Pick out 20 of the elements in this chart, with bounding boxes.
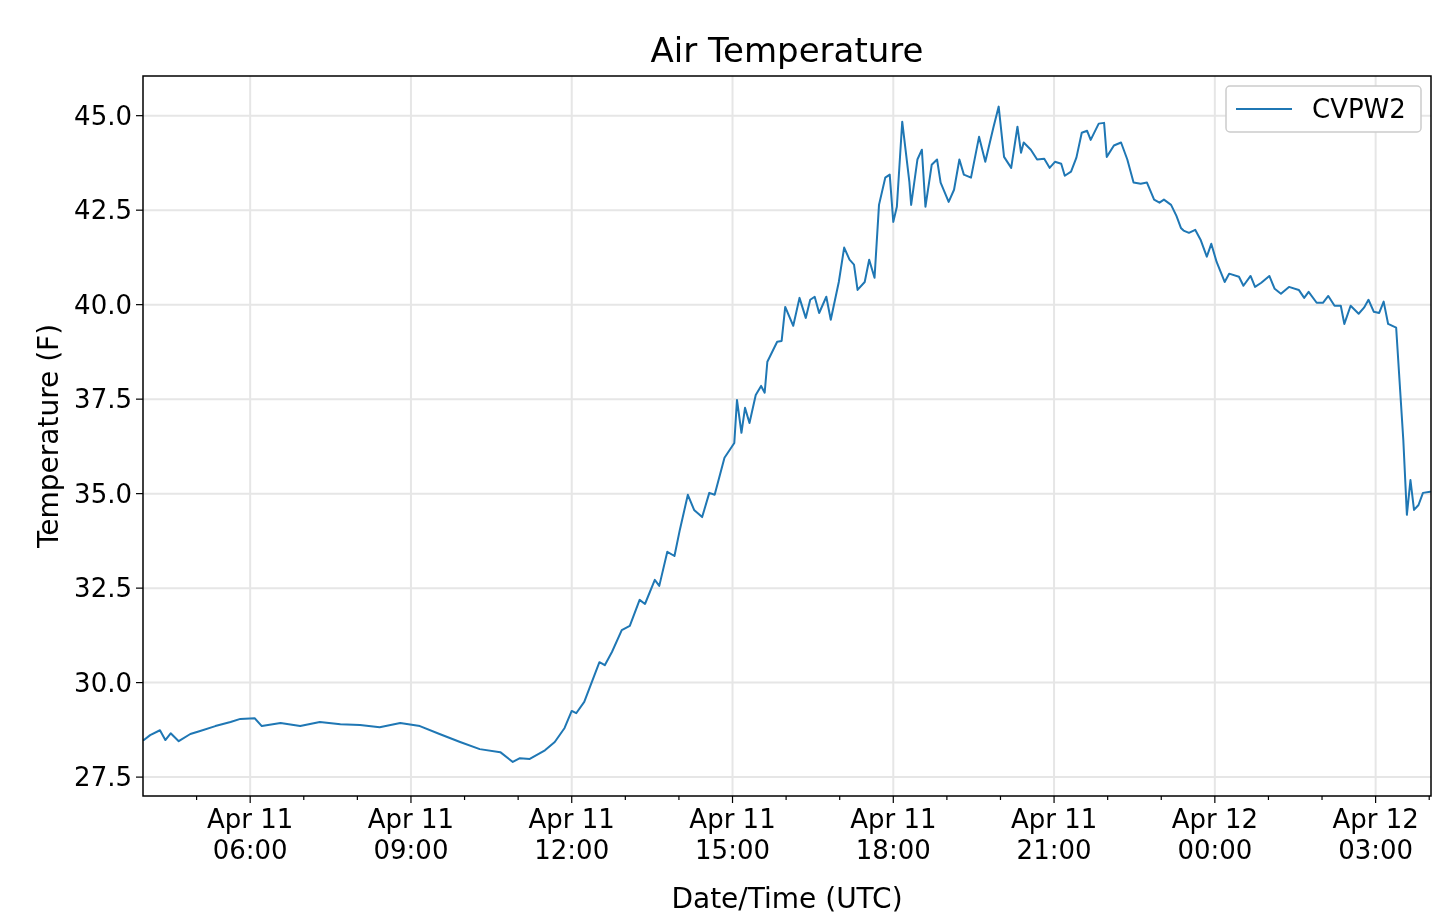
x-tick-label: Apr 11 12:00	[528, 804, 615, 865]
y-tick-label: 35.0	[74, 478, 132, 509]
y-tick-label: 37.5	[74, 384, 132, 415]
x-tick-label: Apr 11 18:00	[850, 804, 937, 865]
x-tick-label: Apr 11 06:00	[207, 804, 294, 865]
x-axis-title: Date/Time (UTC)	[671, 882, 903, 915]
y-tick-label: 40.0	[74, 289, 132, 320]
y-axis-title: Temperature (F)	[32, 323, 65, 550]
legend-label: CVPW2	[1312, 94, 1406, 125]
chart-title: Air Temperature	[650, 30, 924, 70]
y-tick-label: 30.0	[74, 667, 132, 698]
y-tick-label: 32.5	[74, 573, 132, 604]
y-tick-label: 42.5	[74, 195, 132, 226]
x-tick-label: Apr 11 15:00	[689, 804, 776, 865]
y-tick-label: 45.0	[74, 100, 132, 131]
y-tick-label: 27.5	[74, 762, 132, 793]
x-tick-label: Apr 12 03:00	[1332, 804, 1419, 865]
x-tick-label: Apr 11 09:00	[367, 804, 455, 865]
x-tick-label: Apr 12 00:00	[1171, 804, 1259, 865]
x-tick-label: Apr 11 21:00	[1010, 804, 1098, 865]
